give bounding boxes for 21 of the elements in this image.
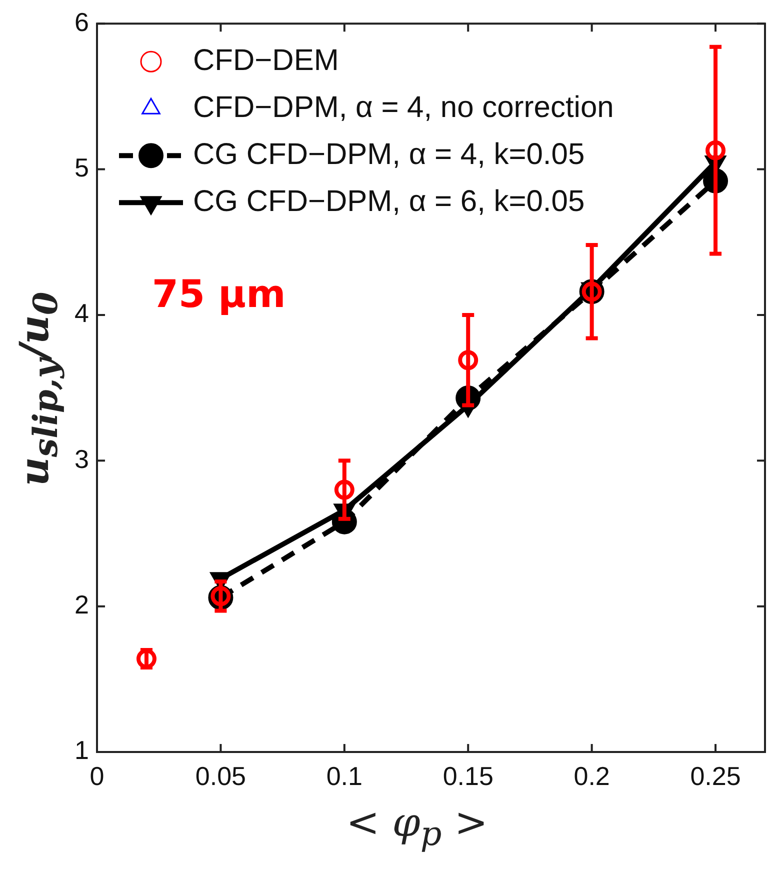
- legend-label: CFD−DPM, α = 4, no correction: [193, 90, 614, 124]
- x-tick-label: 0.25: [690, 760, 741, 791]
- y-tick-label: 2: [74, 589, 89, 620]
- x-tick-label: 0.15: [442, 760, 494, 791]
- x-axis-title: < φ$_{p}$ >: [345, 800, 489, 853]
- point: [334, 480, 354, 500]
- x-tick-label: 0.2: [574, 760, 610, 791]
- y-tick-label: 5: [74, 152, 89, 182]
- y-tick-label: 3: [74, 444, 89, 474]
- legend-label: CG CFD−DPM, α = 4, k=0.05: [193, 138, 585, 171]
- legend-label: CG CFD−DPM, α = 6, k=0.05: [193, 184, 585, 218]
- x-tick-label: 0.05: [195, 760, 246, 791]
- annotation: 75 μm: [152, 272, 286, 316]
- x-tick-label: 0: [90, 760, 104, 791]
- point: [706, 140, 726, 160]
- y-tick-label: 4: [74, 298, 89, 328]
- legend-label: CFD−DEM: [193, 44, 339, 77]
- y-tick-label: 6: [74, 6, 89, 37]
- x-tick-label: 0.1: [326, 760, 362, 791]
- point: [458, 350, 478, 370]
- y-tick-label: 1: [74, 735, 89, 766]
